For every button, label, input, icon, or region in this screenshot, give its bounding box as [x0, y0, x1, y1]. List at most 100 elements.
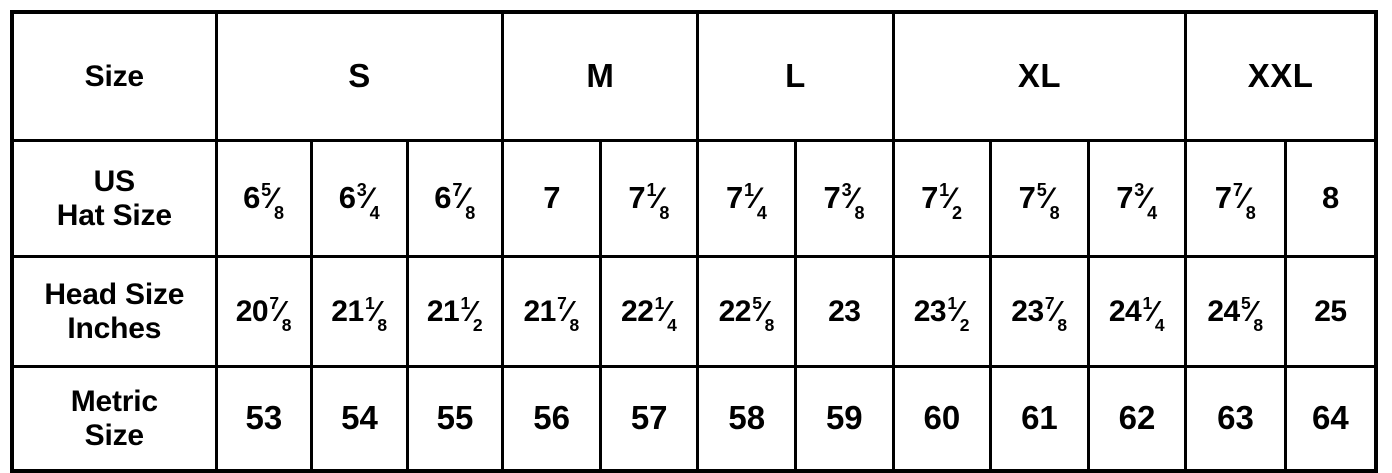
fraction-numerator: 1	[646, 179, 656, 200]
fraction-denominator: 8	[659, 203, 669, 224]
fraction: 1⁄8	[646, 179, 670, 222]
fraction-denominator: 8	[569, 315, 580, 336]
head-size-inches-cell: 231⁄2	[891, 255, 993, 368]
fraction-denominator: 8	[281, 315, 292, 336]
fraction-denominator: 4	[1147, 203, 1157, 224]
row-header-metric-size-line2: Size	[84, 418, 144, 452]
metric-size-row: Metric Size 53 54 55 56 57 58 59 60 61 62 63 64	[10, 365, 1378, 473]
row-header-head-size-inches: Head Size Inches	[10, 255, 218, 368]
cell-value: 64	[1312, 399, 1349, 437]
cell-value: 71⁄2	[921, 179, 962, 224]
metric-size-cell: 60	[891, 365, 993, 473]
head-size-inches-cell: 25	[1283, 255, 1378, 368]
fraction-denominator: 8	[854, 203, 864, 224]
metric-size-cell: 58	[696, 365, 798, 473]
cell-value: 59	[825, 399, 863, 437]
row-header-us-hat-size-line2: Hat Size	[56, 198, 172, 232]
us-hat-size-cell: 8	[1283, 139, 1378, 258]
fraction: 3⁄4	[1134, 181, 1158, 222]
cell-value: 73⁄4	[1116, 179, 1158, 224]
size-group-m: M	[501, 10, 700, 142]
fraction-numerator: 1	[744, 179, 754, 200]
fraction-slash: ⁄	[655, 182, 661, 216]
us-hat-size-cell: 73⁄4	[1086, 139, 1188, 258]
fraction-slash: ⁄	[1045, 182, 1051, 216]
fraction-denominator: 8	[465, 203, 475, 224]
fraction-denominator: 4	[1154, 315, 1165, 336]
row-header-head-size-inches-line2: Inches	[67, 311, 162, 345]
size-group-label: L	[785, 57, 806, 95]
cell-value: 245⁄8	[1207, 292, 1263, 336]
fraction-numerator: 5	[752, 292, 762, 313]
fraction-numerator: 7	[557, 292, 567, 313]
head-size-inches-cell: 211⁄2	[405, 255, 505, 368]
fraction-denominator: 8	[1245, 203, 1256, 224]
row-header-head-size-inches-line1: Head Size	[44, 277, 185, 311]
fraction: 3⁄4	[356, 179, 380, 222]
fraction-slash: ⁄	[1143, 182, 1148, 216]
fraction-denominator: 4	[756, 203, 767, 224]
fraction-numerator: 7	[269, 292, 279, 313]
fraction: 5⁄8	[1240, 292, 1263, 334]
fraction-numerator: 3	[356, 179, 367, 200]
fraction-slash: ⁄	[373, 295, 379, 328]
cell-value: 63⁄4	[338, 179, 380, 224]
fraction: 3⁄8	[841, 179, 865, 222]
fraction-denominator: 2	[472, 315, 483, 336]
row-header-metric-size-line1: Metric	[70, 384, 158, 418]
us-hat-size-cell: 65⁄8	[214, 139, 314, 258]
fraction-slash: ⁄	[565, 295, 571, 328]
metric-size-cell: 64	[1283, 365, 1378, 473]
us-hat-size-cell: 71⁄8	[598, 139, 700, 258]
fraction: 1⁄2	[938, 181, 962, 222]
fraction-denominator: 8	[1049, 203, 1060, 224]
size-group-l: L	[696, 10, 895, 142]
metric-size-cell: 54	[310, 365, 409, 473]
metric-size-cell: 59	[794, 365, 895, 473]
fraction-denominator: 8	[1057, 315, 1067, 336]
fraction-denominator: 8	[377, 315, 387, 336]
fraction-denominator: 2	[959, 315, 970, 336]
metric-size-cell: 53	[214, 365, 314, 473]
fraction-denominator: 8	[274, 203, 284, 224]
cell-value: 57	[630, 399, 668, 437]
fraction-numerator: 5	[1241, 292, 1251, 313]
head-size-inches-cell: 241⁄4	[1086, 255, 1188, 368]
fraction-slash: ⁄	[270, 182, 275, 216]
size-group-header-row: Size S M L XL XXL	[10, 10, 1378, 142]
cell-value: 63	[1217, 399, 1254, 437]
fraction-numerator: 7	[452, 179, 462, 200]
fraction-numerator: 3	[841, 179, 852, 200]
fraction-numerator: 1	[1142, 292, 1152, 313]
hat-size-chart: Size S M L XL XXL US Hat Size 65⁄8 63⁄4 67⁄8 7 7…	[10, 10, 1378, 473]
us-hat-size-cell: 73⁄8	[794, 139, 895, 258]
cell-value: 221⁄4	[621, 292, 677, 336]
fraction-numerator: 1	[460, 292, 471, 313]
us-hat-size-cell: 75⁄8	[989, 139, 1090, 258]
fraction-slash: ⁄	[850, 182, 856, 216]
fraction-slash: ⁄	[663, 295, 668, 328]
fraction-slash: ⁄	[1151, 295, 1156, 328]
size-group-label: S	[348, 57, 371, 95]
fraction-numerator: 1	[947, 292, 957, 313]
fraction: 7⁄8	[1044, 294, 1067, 334]
cell-value: 73⁄8	[823, 179, 865, 224]
fraction-numerator: 7	[1232, 179, 1243, 200]
fraction: 1⁄4	[1142, 292, 1165, 334]
fraction-slash: ⁄	[1053, 295, 1059, 328]
fraction-slash: ⁄	[761, 295, 766, 328]
us-hat-size-row: US Hat Size 65⁄8 63⁄4 67⁄8 7 71⁄8 71⁄4 73⁄8 71⁄…	[10, 139, 1378, 258]
cell-value: 71⁄4	[725, 179, 767, 224]
fraction: 1⁄4	[743, 179, 767, 222]
cell-value: 211⁄8	[331, 292, 387, 336]
cell-value: 53	[245, 399, 283, 437]
fraction-denominator: 2	[952, 203, 962, 224]
cell-value: 231⁄2	[913, 292, 970, 336]
head-size-inches-cell: 225⁄8	[696, 255, 798, 368]
metric-size-cell: 62	[1086, 365, 1188, 473]
cell-value: 60	[923, 399, 961, 437]
cell-value: 25	[1314, 294, 1347, 328]
cell-value: 62	[1118, 399, 1156, 437]
fraction: 5⁄8	[752, 292, 775, 334]
fraction: 1⁄4	[654, 294, 677, 334]
